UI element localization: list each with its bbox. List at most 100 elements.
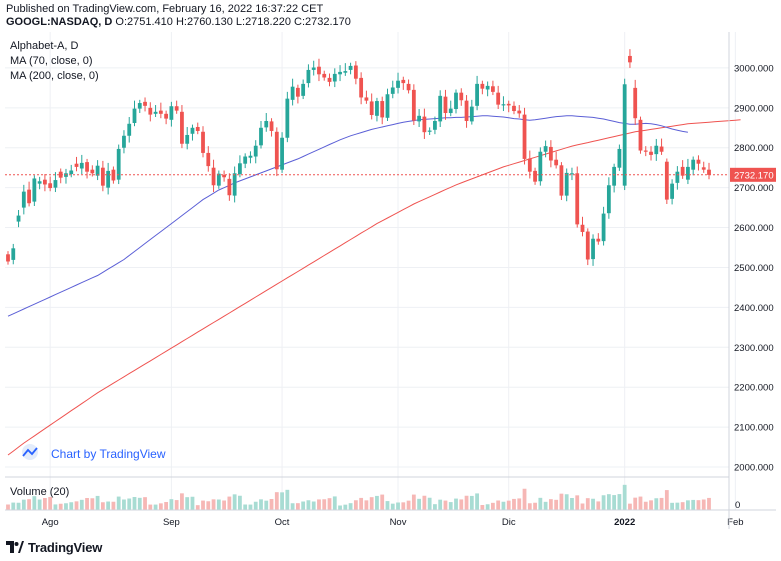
volume-bar — [317, 499, 321, 510]
volume-bar — [137, 497, 142, 510]
candle-body — [628, 55, 632, 63]
price-chart[interactable]: 2000.000 2100.000 2200.000 2300.000 2400.000… — [5, 32, 776, 529]
candle-body — [95, 165, 100, 176]
ma200-layer — [7, 119, 741, 456]
candle-body — [180, 111, 184, 144]
candle-body — [253, 145, 258, 157]
candle-body — [122, 135, 126, 148]
volume-bar — [606, 494, 611, 510]
candle-body — [169, 106, 174, 120]
candle-body — [422, 116, 427, 133]
volume-bar — [359, 497, 364, 510]
volume-bar — [496, 500, 501, 510]
candle-body — [100, 167, 105, 186]
candle-body — [116, 148, 121, 180]
volume-bar — [438, 499, 443, 510]
volume-bar — [538, 497, 543, 510]
volume-bar — [222, 500, 226, 510]
candle-body — [675, 171, 680, 183]
candle-body — [248, 155, 253, 158]
volume-bar — [649, 500, 653, 510]
volume-bar — [95, 495, 100, 510]
volume-bar — [564, 494, 569, 510]
candle-body — [691, 159, 696, 170]
volume-bar — [211, 499, 216, 510]
chart-frame[interactable]: 2000.000 2100.000 2200.000 2300.000 2400.000… — [5, 32, 776, 529]
volume-bar — [132, 497, 137, 510]
candle-body — [201, 131, 205, 153]
candle-body — [606, 185, 611, 214]
volume-bar — [206, 501, 211, 510]
volume-bar — [274, 492, 279, 510]
y-tick-label: 2300.000 — [734, 343, 774, 354]
candle-body — [622, 84, 627, 186]
candle-body — [48, 183, 53, 189]
volume-bar — [327, 498, 332, 510]
volume-bar — [580, 503, 585, 510]
volume-bar — [227, 496, 232, 510]
volume-bar — [64, 503, 68, 510]
candle-body — [380, 101, 385, 118]
volume-bar — [169, 499, 174, 510]
candle-body — [16, 215, 21, 222]
volume-bar — [591, 498, 595, 510]
candle-body — [491, 86, 495, 92]
candle-body — [496, 92, 501, 105]
candle-body — [643, 150, 648, 152]
volume-bar — [90, 498, 95, 510]
candle-body — [464, 100, 469, 121]
candle-body — [570, 173, 574, 175]
candle-body — [27, 189, 31, 204]
volume-bar — [633, 497, 638, 510]
candle-body — [575, 173, 580, 225]
volume-bar — [243, 504, 248, 510]
volume-bar — [21, 499, 26, 510]
candle-body — [185, 134, 190, 144]
volume-bar — [443, 500, 448, 510]
volume-bar — [396, 502, 400, 510]
volume-bar — [27, 499, 31, 510]
candle-body — [375, 101, 379, 116]
tradingview-watermark[interactable]: Chart by TradingView — [22, 444, 166, 461]
candle-body — [454, 92, 458, 110]
candle-body — [633, 87, 638, 119]
candle-body — [190, 127, 195, 134]
footer-brand: TradingView — [28, 539, 103, 555]
candle-body — [401, 79, 406, 84]
volume-bar — [232, 494, 237, 510]
volume-bar — [364, 500, 369, 510]
volume-bar — [348, 503, 353, 510]
candle-body — [195, 126, 200, 131]
volume-bar — [491, 502, 495, 510]
watermark-text: Chart by TradingView — [51, 447, 166, 461]
volume-bar — [148, 504, 153, 510]
footer[interactable]: TradingView — [6, 539, 102, 555]
volume-bar — [58, 503, 63, 510]
candle-body — [459, 92, 464, 101]
candle-body — [485, 85, 490, 90]
candle-body — [596, 238, 601, 242]
candle-body — [301, 83, 306, 96]
volume-bar — [485, 504, 490, 510]
candle-body — [359, 77, 364, 98]
candle-body — [664, 161, 669, 200]
candles — [6, 49, 711, 266]
volume-bar — [174, 500, 179, 510]
candle-body — [527, 158, 532, 172]
candle-body — [617, 148, 622, 168]
volume-bar — [280, 492, 284, 510]
volume-bar — [164, 502, 169, 510]
x-tick-label: Ago — [42, 517, 59, 528]
volume-bar — [74, 501, 79, 510]
volume-bar — [390, 503, 395, 510]
candle-body — [396, 80, 400, 88]
volume-bar — [295, 503, 300, 510]
candle-body — [390, 87, 395, 94]
volume-bar — [575, 495, 580, 510]
candle-body — [222, 174, 226, 178]
volume-bar — [380, 494, 385, 510]
candle-body — [612, 166, 617, 186]
candle-body — [11, 248, 16, 260]
y-tick-label: 2600.000 — [734, 223, 774, 234]
candle-body — [364, 97, 369, 101]
